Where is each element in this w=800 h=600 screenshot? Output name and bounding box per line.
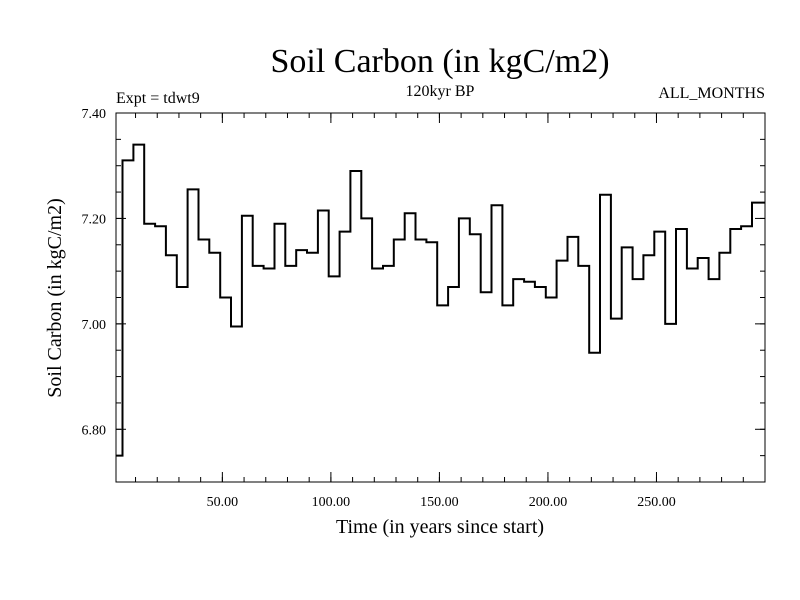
y-tick-label: 7.00 (82, 318, 107, 333)
series-line (116, 143, 765, 457)
chart-subtitle: 120kyr BP (406, 83, 475, 100)
x-tick-label: 250.00 (637, 495, 676, 510)
plot-frame (115, 112, 766, 483)
chart-title: Soil Carbon (in kgC/m2) (270, 43, 609, 80)
x-tick-label: 200.00 (529, 495, 568, 510)
months-label: ALL_MONTHS (658, 85, 765, 102)
x-tick-label: 100.00 (312, 495, 351, 510)
x-axis-label: Time (in years since start) (336, 516, 544, 538)
expt-label: Expt = tdwt9 (116, 90, 200, 107)
x-tick-label: 50.00 (207, 495, 239, 510)
y-axis-label: Soil Carbon (in kgC/m2) (44, 198, 66, 397)
y-tick-label: 6.80 (82, 423, 107, 438)
y-tick-label: 7.40 (82, 107, 107, 122)
ticks: 50.00 100.00 150.00 200.00 250.00 6.80 7.00 7.2… (82, 107, 765, 510)
y-tick-label: 7.20 (82, 212, 107, 227)
x-tick-label: 150.00 (420, 495, 459, 510)
plot-area (116, 143, 765, 457)
